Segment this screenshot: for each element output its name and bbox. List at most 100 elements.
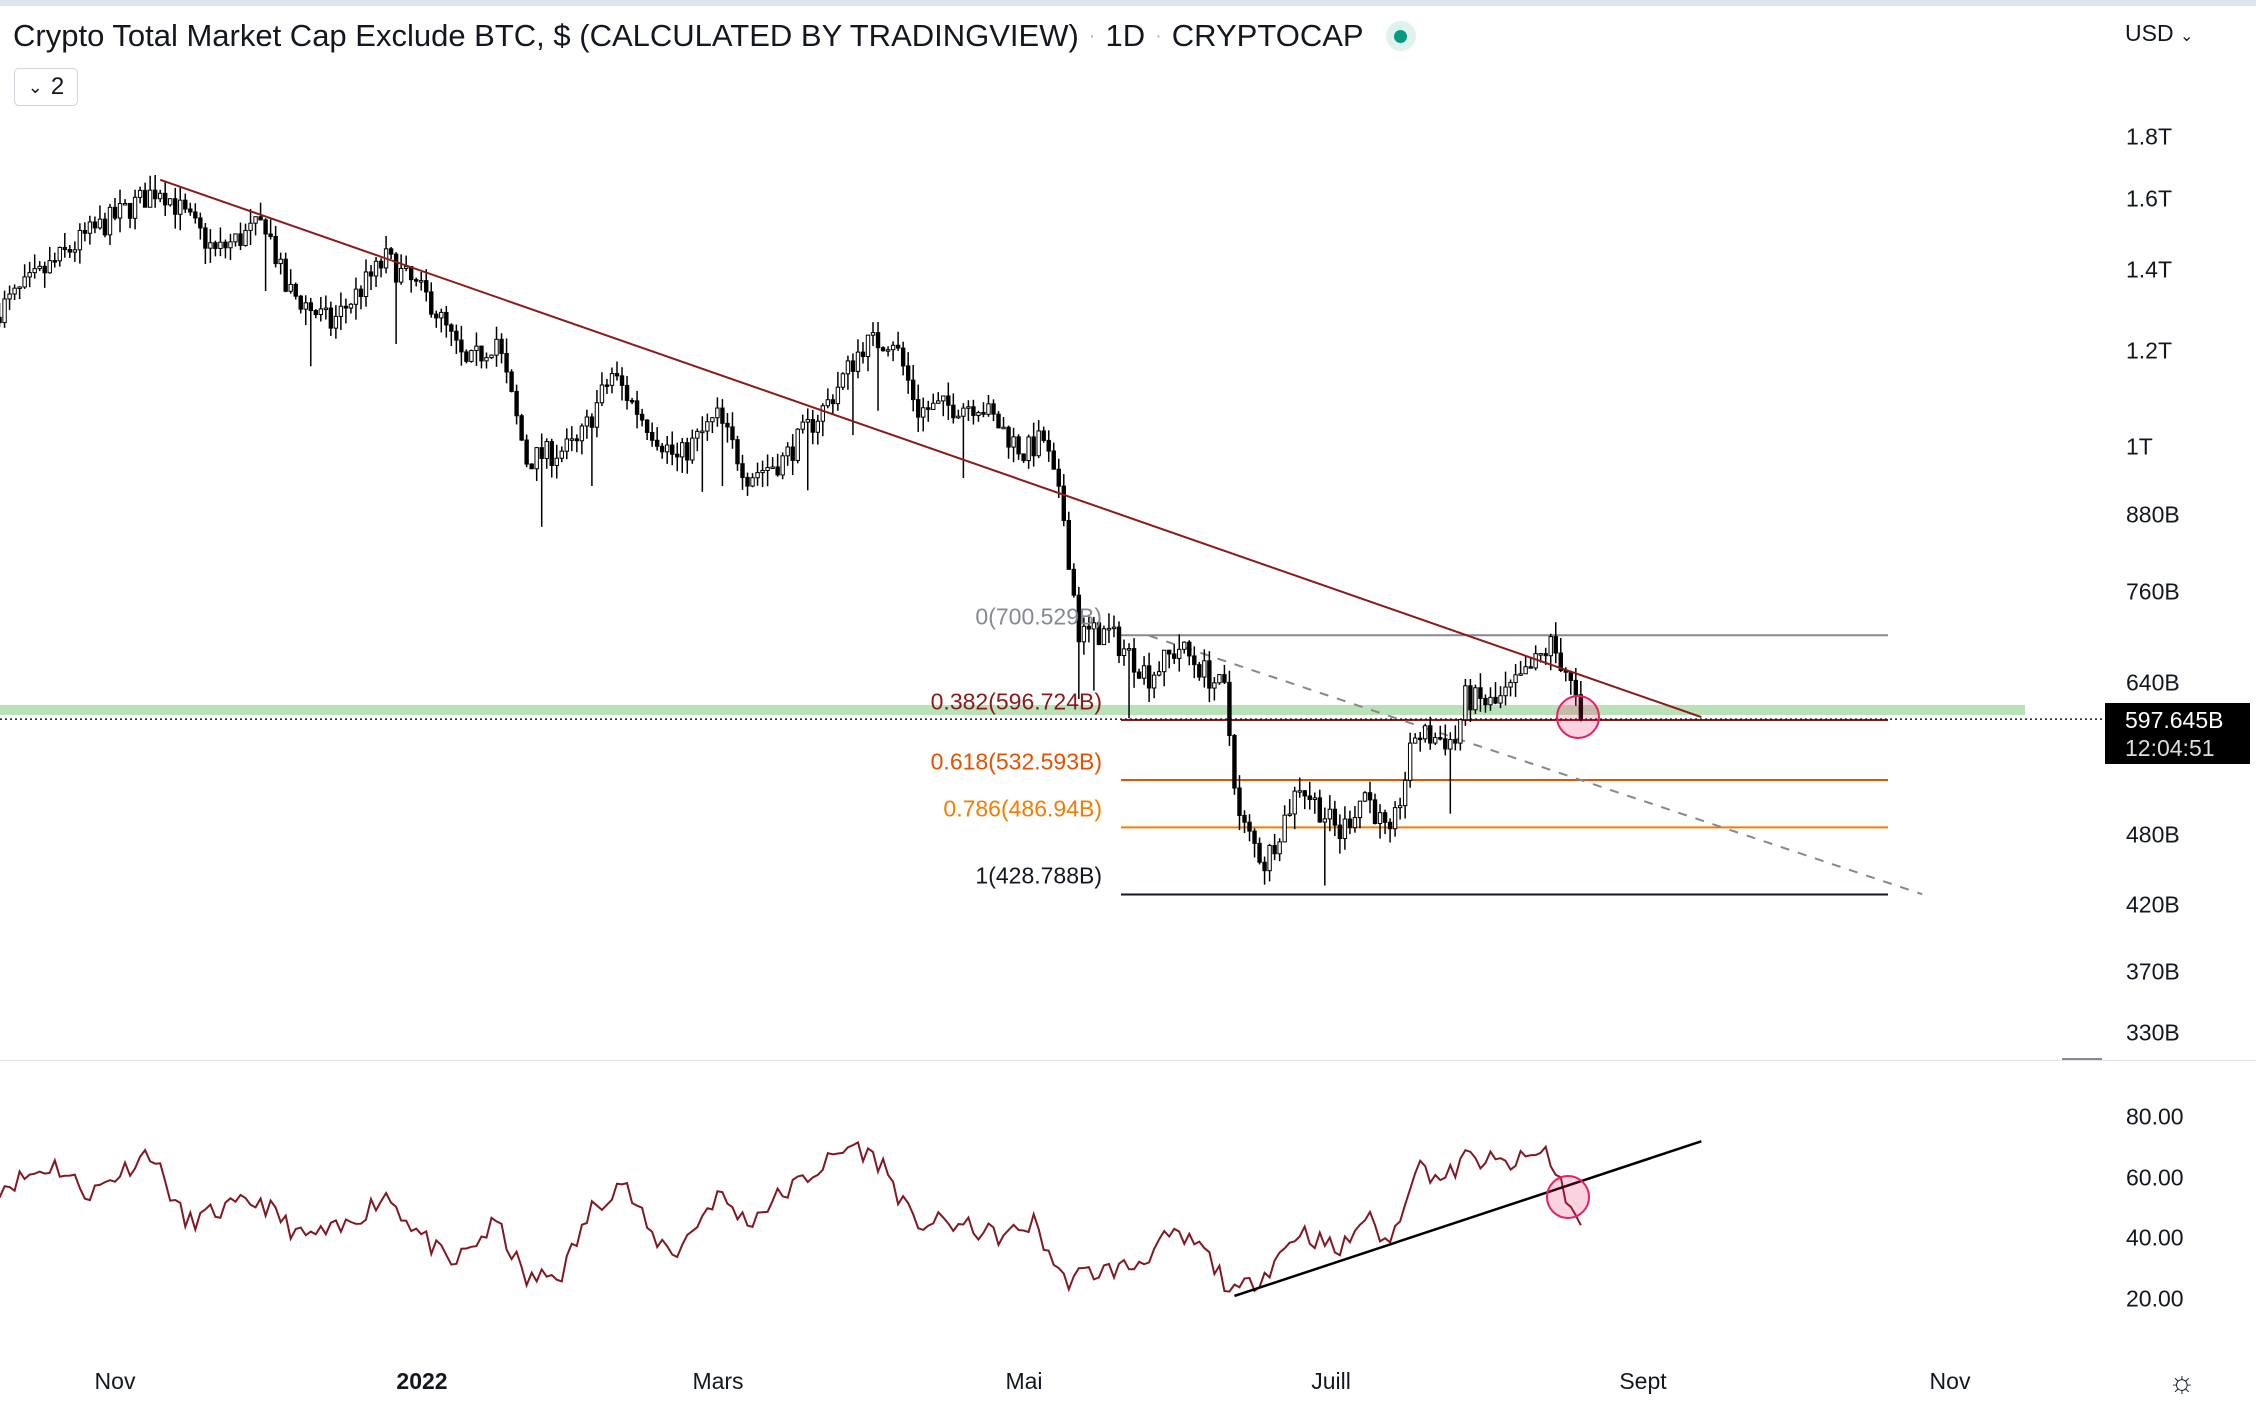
candle	[313, 310, 319, 316]
candle	[1287, 813, 1292, 816]
candle	[434, 313, 439, 319]
candle	[850, 360, 856, 372]
price-axis-label: 1.6T	[2126, 185, 2173, 212]
candle	[132, 196, 138, 219]
candle	[67, 249, 73, 253]
candle	[860, 351, 866, 358]
candle	[318, 308, 324, 316]
candle	[1056, 468, 1061, 487]
candle	[1161, 649, 1167, 673]
candle	[936, 400, 941, 404]
candle	[715, 407, 720, 419]
candle	[147, 189, 153, 208]
candle	[1242, 814, 1247, 823]
pane-separator[interactable]	[0, 1060, 2256, 1061]
candle	[1227, 681, 1232, 737]
candle	[87, 221, 93, 234]
candle	[775, 466, 780, 476]
support-zone	[0, 705, 2025, 715]
candle	[1106, 627, 1112, 631]
candle	[1362, 792, 1368, 802]
settings-gear-icon[interactable]: ☼	[2168, 1366, 2196, 1399]
candle	[1372, 799, 1378, 824]
candle	[1433, 737, 1438, 744]
dashed-trendline	[1148, 634, 1923, 896]
candle	[198, 217, 203, 229]
candle	[1141, 665, 1147, 679]
symbol-title[interactable]: Crypto Total Market Cap Exclude BTC, $ (…	[13, 18, 1079, 53]
candle	[1553, 636, 1558, 654]
candle	[579, 425, 585, 442]
candle	[494, 338, 499, 356]
candle	[634, 400, 640, 415]
candle	[675, 453, 680, 458]
candle	[1523, 666, 1528, 675]
candle	[890, 344, 896, 351]
fib-label-3: 0.786(486.94B)	[943, 795, 1102, 822]
candle	[845, 360, 851, 375]
candle	[474, 345, 479, 352]
candle	[795, 428, 800, 461]
candle	[1312, 797, 1317, 801]
candle	[1397, 805, 1403, 809]
candle	[208, 242, 213, 249]
candle	[243, 229, 248, 246]
candle	[1357, 800, 1363, 819]
time-axis-label: Mai	[1005, 1368, 1043, 1394]
chevron-down-icon: ⌄	[27, 76, 43, 97]
collapse-indicators-button[interactable]: ⌄ 2	[14, 68, 78, 106]
candle	[484, 357, 489, 362]
candle	[333, 315, 339, 329]
candle	[363, 271, 369, 298]
candle	[750, 477, 755, 487]
candle	[951, 404, 956, 419]
candle	[1438, 737, 1443, 740]
candle	[986, 403, 991, 415]
candle	[1036, 430, 1041, 457]
candle	[1081, 625, 1087, 643]
candle	[1151, 674, 1157, 689]
candle	[1483, 697, 1488, 706]
candle	[1096, 622, 1102, 646]
candle	[1458, 719, 1463, 744]
candle	[1006, 426, 1011, 448]
market-status-icon[interactable]	[1385, 21, 1416, 51]
candle	[298, 295, 303, 310]
rsi-line	[0, 1140, 1582, 1293]
candle	[584, 416, 590, 427]
highlight-circle-rsi	[1546, 1175, 1590, 1219]
candle	[1031, 436, 1036, 457]
candle	[544, 441, 549, 459]
candle	[1418, 737, 1423, 741]
candle	[489, 354, 494, 359]
candle	[223, 241, 228, 249]
candle	[875, 332, 881, 349]
candle	[599, 384, 605, 404]
interval-label[interactable]: 1D	[1105, 18, 1146, 53]
exchange-label[interactable]: CRYPTOCAP	[1171, 18, 1364, 53]
candle	[740, 463, 745, 478]
candle	[966, 406, 971, 409]
candle	[92, 221, 98, 229]
candle	[1518, 673, 1523, 676]
candle	[855, 351, 861, 372]
candle	[865, 334, 871, 358]
candle	[1237, 787, 1242, 816]
candle	[258, 216, 263, 221]
candle	[996, 413, 1001, 429]
candle	[323, 307, 329, 311]
candle	[1402, 779, 1408, 807]
candle	[233, 233, 238, 243]
candle	[905, 365, 911, 381]
candle	[1182, 641, 1187, 650]
candle	[665, 444, 670, 453]
candle	[574, 438, 580, 442]
currency-selector[interactable]: USD ⌄	[2125, 20, 2194, 46]
candle	[1473, 687, 1478, 711]
candle	[1307, 795, 1312, 801]
candle	[22, 276, 27, 288]
fib-label-0: 0(700.529B)	[975, 603, 1102, 630]
candle	[1197, 664, 1202, 678]
candle	[569, 438, 575, 441]
